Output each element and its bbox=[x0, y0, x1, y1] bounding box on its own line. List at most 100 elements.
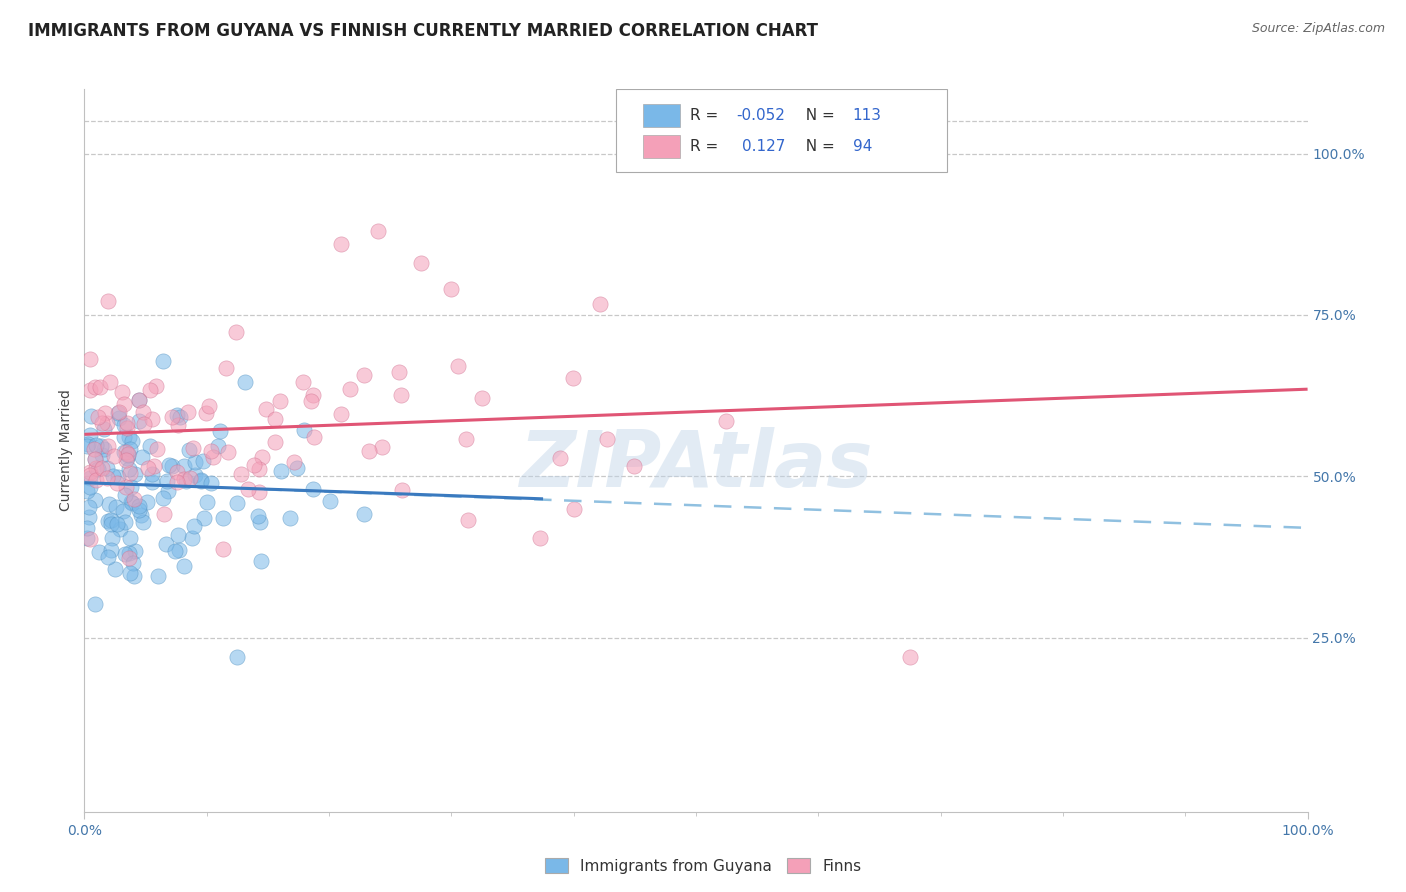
Point bbox=[117, 417, 139, 431]
Point bbox=[291, 376, 314, 390]
Point bbox=[167, 543, 190, 558]
Point bbox=[249, 515, 271, 529]
Point bbox=[90, 440, 112, 454]
Point bbox=[160, 410, 183, 425]
Point bbox=[179, 443, 201, 458]
Point bbox=[79, 352, 101, 367]
Point bbox=[120, 495, 142, 509]
Point bbox=[107, 470, 129, 484]
Point bbox=[117, 545, 139, 559]
Point bbox=[118, 467, 141, 481]
Point bbox=[84, 438, 107, 452]
Point bbox=[179, 470, 201, 484]
Point bbox=[561, 371, 583, 385]
Text: -0.052: -0.052 bbox=[737, 109, 785, 123]
Text: 94: 94 bbox=[852, 139, 872, 153]
Point bbox=[96, 471, 118, 485]
Point bbox=[141, 412, 163, 426]
Point bbox=[131, 450, 153, 464]
Point bbox=[93, 442, 115, 457]
Point bbox=[156, 474, 179, 488]
Point bbox=[132, 515, 155, 529]
Point bbox=[301, 388, 323, 402]
Point bbox=[269, 393, 291, 408]
Point bbox=[193, 511, 215, 525]
Point bbox=[79, 532, 101, 546]
Point bbox=[231, 467, 253, 482]
Point bbox=[132, 404, 155, 418]
Point bbox=[112, 504, 135, 518]
Point bbox=[134, 417, 156, 431]
Point bbox=[197, 399, 219, 413]
Point bbox=[114, 452, 136, 467]
Point bbox=[79, 428, 101, 442]
FancyBboxPatch shape bbox=[616, 89, 946, 172]
Point bbox=[176, 405, 198, 419]
Point bbox=[96, 417, 118, 431]
Point bbox=[94, 406, 117, 420]
Point bbox=[714, 413, 737, 427]
Point bbox=[202, 450, 225, 465]
Point bbox=[183, 519, 205, 533]
Point bbox=[254, 402, 277, 417]
Point bbox=[77, 436, 100, 450]
Point bbox=[121, 434, 143, 449]
Point bbox=[112, 429, 135, 443]
Point bbox=[118, 430, 141, 444]
Text: R =: R = bbox=[690, 109, 723, 123]
Point bbox=[86, 460, 108, 475]
Point bbox=[157, 458, 180, 472]
Point bbox=[247, 462, 270, 476]
Point bbox=[160, 458, 183, 473]
Point bbox=[215, 361, 238, 376]
Point bbox=[263, 435, 285, 450]
Point bbox=[141, 467, 163, 481]
Point bbox=[100, 516, 122, 531]
Text: N =: N = bbox=[796, 109, 839, 123]
Point bbox=[86, 461, 108, 475]
Point bbox=[115, 421, 138, 435]
Point bbox=[139, 439, 162, 453]
Point bbox=[83, 379, 105, 393]
Point bbox=[97, 293, 120, 308]
Point bbox=[217, 445, 239, 459]
Point bbox=[128, 414, 150, 428]
Point bbox=[285, 461, 308, 475]
Point bbox=[156, 483, 179, 498]
Point bbox=[550, 451, 572, 466]
Point bbox=[128, 503, 150, 517]
Point bbox=[301, 483, 323, 497]
Point bbox=[97, 439, 120, 453]
Point bbox=[76, 521, 98, 535]
Point bbox=[353, 507, 375, 521]
Point bbox=[898, 649, 921, 664]
Point bbox=[128, 499, 150, 513]
Point bbox=[141, 475, 163, 489]
Point bbox=[165, 544, 187, 558]
Point bbox=[169, 410, 191, 425]
Point bbox=[105, 500, 128, 515]
Point bbox=[226, 496, 249, 510]
Point bbox=[596, 432, 619, 446]
Point bbox=[112, 417, 135, 432]
Point bbox=[184, 455, 207, 469]
Point bbox=[111, 384, 134, 399]
Point bbox=[226, 649, 249, 664]
Point bbox=[124, 467, 146, 481]
Point bbox=[278, 511, 301, 525]
Point bbox=[529, 531, 551, 545]
Point bbox=[174, 475, 197, 489]
Point bbox=[79, 509, 101, 524]
Point bbox=[76, 439, 98, 453]
Point bbox=[76, 483, 98, 498]
Point bbox=[100, 542, 122, 557]
Point bbox=[87, 545, 110, 559]
Point bbox=[200, 443, 222, 458]
Point bbox=[242, 458, 264, 472]
Point bbox=[136, 460, 159, 475]
Point bbox=[142, 458, 165, 473]
Text: 113: 113 bbox=[852, 109, 882, 123]
Point bbox=[114, 488, 136, 502]
Point bbox=[589, 296, 612, 310]
Point bbox=[166, 465, 188, 479]
